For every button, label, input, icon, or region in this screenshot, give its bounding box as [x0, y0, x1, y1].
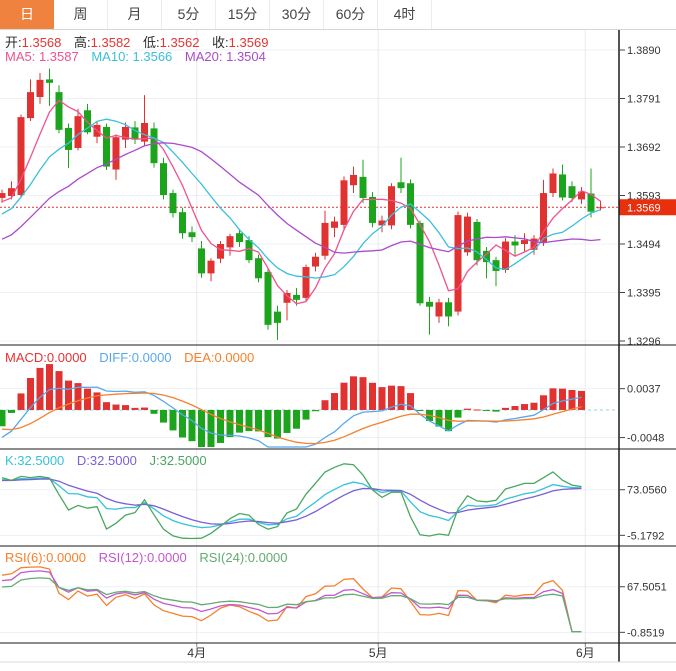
svg-text:1.3791: 1.3791 [627, 94, 661, 106]
rsi6-line [1, 566, 582, 633]
svg-text:0.0037: 0.0037 [627, 384, 661, 396]
svg-text:1.3395: 1.3395 [627, 288, 661, 300]
svg-text:1.3569: 1.3569 [627, 202, 661, 214]
kdj-layer [1, 463, 582, 540]
interval-tabbar: 日 周 月 5分 15分 30分 60分 4时 [0, 0, 676, 30]
tab-5min[interactable]: 5分 [162, 0, 216, 29]
ma-lines-layer [1, 99, 601, 305]
k-line [1, 477, 582, 529]
grid-layer [0, 29, 619, 643]
j-line [1, 463, 582, 540]
ma10-line [1, 118, 601, 279]
ma20-line [1, 142, 601, 254]
svg-text:67.5051: 67.5051 [627, 582, 667, 594]
svg-text:1.3494: 1.3494 [627, 239, 661, 251]
dea-line [1, 392, 582, 445]
svg-text:1.3296: 1.3296 [627, 336, 661, 348]
tab-60min[interactable]: 60分 [324, 0, 378, 29]
tab-week[interactable]: 周 [54, 0, 108, 29]
svg-text:5月: 5月 [369, 646, 388, 660]
svg-text:-5.1792: -5.1792 [627, 530, 664, 542]
svg-text:-0.8519: -0.8519 [627, 627, 664, 639]
candles-layer [0, 68, 604, 341]
tab-4hour[interactable]: 4时 [378, 0, 432, 29]
tab-day[interactable]: 日 [0, 0, 54, 29]
tab-month[interactable]: 月 [108, 0, 162, 29]
svg-text:1.3692: 1.3692 [627, 142, 661, 154]
svg-text:4月: 4月 [187, 646, 206, 660]
d-line [2, 478, 582, 525]
svg-text:6月: 6月 [576, 646, 595, 660]
axis-layer: 1.38901.37911.36921.35931.34941.33951.32… [187, 45, 676, 660]
svg-text:1.3890: 1.3890 [627, 45, 661, 57]
ma5-line [1, 99, 601, 305]
tab-30min[interactable]: 30分 [270, 0, 324, 29]
rsi24-line [1, 577, 582, 633]
svg-text:73.0560: 73.0560 [627, 485, 667, 497]
svg-text:-0.0048: -0.0048 [627, 433, 664, 445]
tab-15min[interactable]: 15分 [216, 0, 270, 29]
rsi-layer [1, 566, 582, 633]
frame-layer [0, 29, 676, 663]
macd-layer [0, 364, 619, 448]
price-tag [619, 199, 676, 216]
